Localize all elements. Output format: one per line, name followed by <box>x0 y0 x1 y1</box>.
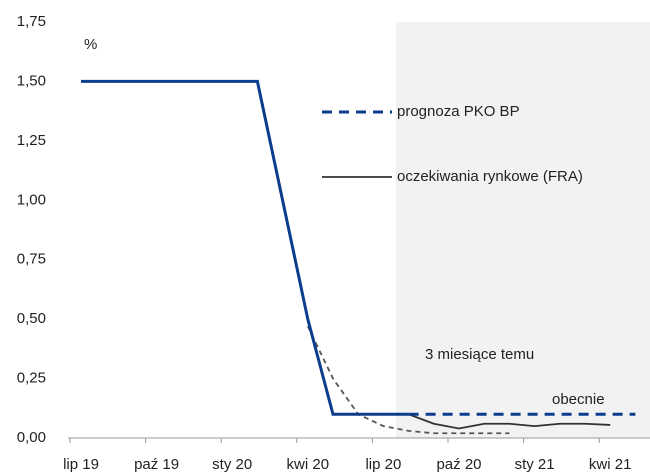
series-line <box>81 79 409 416</box>
y-tick-label: 1,50 <box>17 72 46 89</box>
series-line <box>306 325 510 435</box>
x-tick-label: paź 19 <box>134 456 179 473</box>
y-tick-label: 1,00 <box>17 191 46 208</box>
legend-label: oczekiwania rynkowe (FRA) <box>397 168 583 185</box>
x-tick-label: kwi 21 <box>589 456 632 473</box>
y-tick-label: 0,50 <box>17 310 46 327</box>
y-tick-label: 1,25 <box>17 132 46 149</box>
x-tick-label: sty 21 <box>515 456 555 473</box>
legend-label: prognoza PKO BP <box>397 103 520 120</box>
unit-label: % <box>84 36 97 53</box>
x-tick-label: paź 20 <box>436 456 481 473</box>
y-tick-label: 0,25 <box>17 370 46 387</box>
x-tick-label: kwi 20 <box>287 456 330 473</box>
annotation: obecnie <box>552 391 605 408</box>
x-tick-label: lip 19 <box>63 456 99 473</box>
forecast-shade <box>396 22 650 438</box>
series-line <box>408 413 611 430</box>
x-tick-label: lip 20 <box>365 456 401 473</box>
x-tick-label: sty 20 <box>212 456 252 473</box>
y-tick-label: 1,75 <box>17 13 46 30</box>
y-tick-label: 0,00 <box>17 429 46 446</box>
y-tick-label: 0,75 <box>17 251 46 268</box>
series-label: 3 miesiące temu <box>425 346 534 363</box>
